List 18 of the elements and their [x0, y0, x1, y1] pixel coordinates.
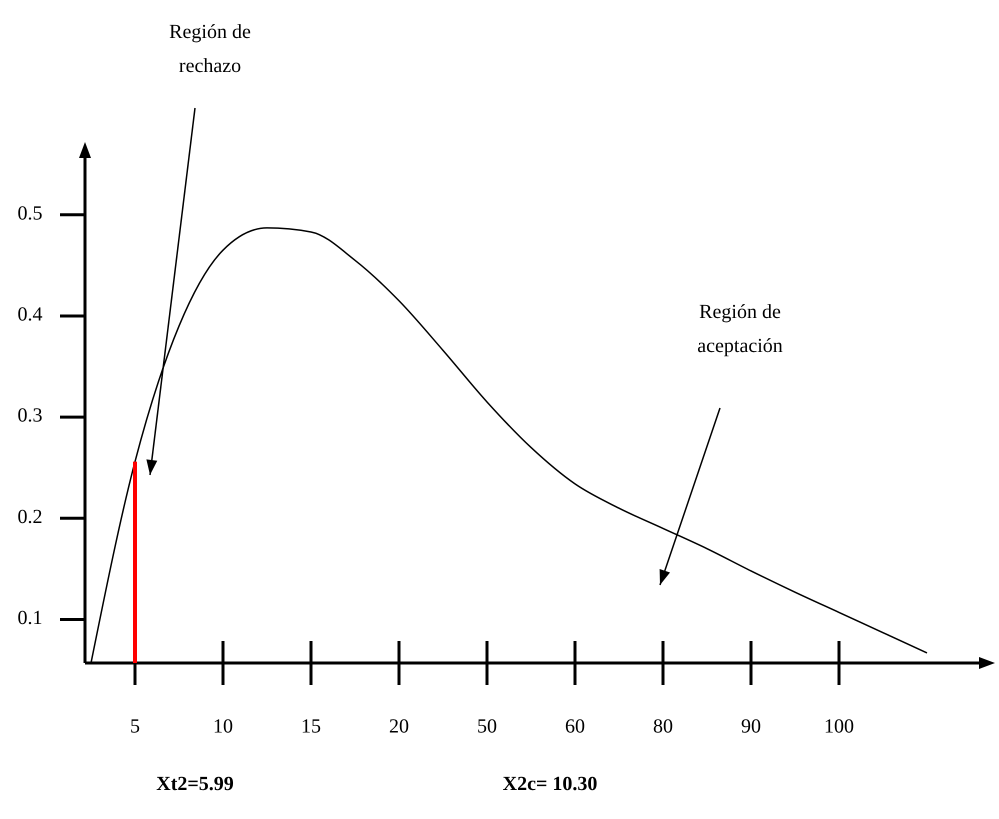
x-tick-label: 100 — [824, 716, 854, 738]
y-tick-label: 0.3 — [18, 404, 42, 427]
x-tick-label: 5 — [130, 716, 140, 738]
x-tick-label: 10 — [213, 716, 233, 738]
y-tick-label: 0.2 — [18, 506, 42, 528]
y-tick-label: 0.5 — [18, 202, 42, 224]
x-tick-label: 80 — [653, 716, 673, 738]
text: Xt2=5.99 — [156, 773, 234, 795]
y-tick-label: 0.4 — [18, 304, 42, 326]
y-tick-label: 0.1 — [18, 607, 42, 630]
x-tick-label: 50 — [477, 716, 497, 738]
x-tick-label: 15 — [301, 716, 321, 738]
x-tick-label: 20 — [389, 716, 409, 738]
text: X2c= 10.30 — [502, 773, 598, 795]
text: Región de rechazo — [169, 21, 251, 77]
annotation: Región de aceptación — [697, 301, 783, 357]
x-tick-label: 90 — [741, 716, 761, 738]
x-tick-label: 60 — [565, 716, 585, 738]
